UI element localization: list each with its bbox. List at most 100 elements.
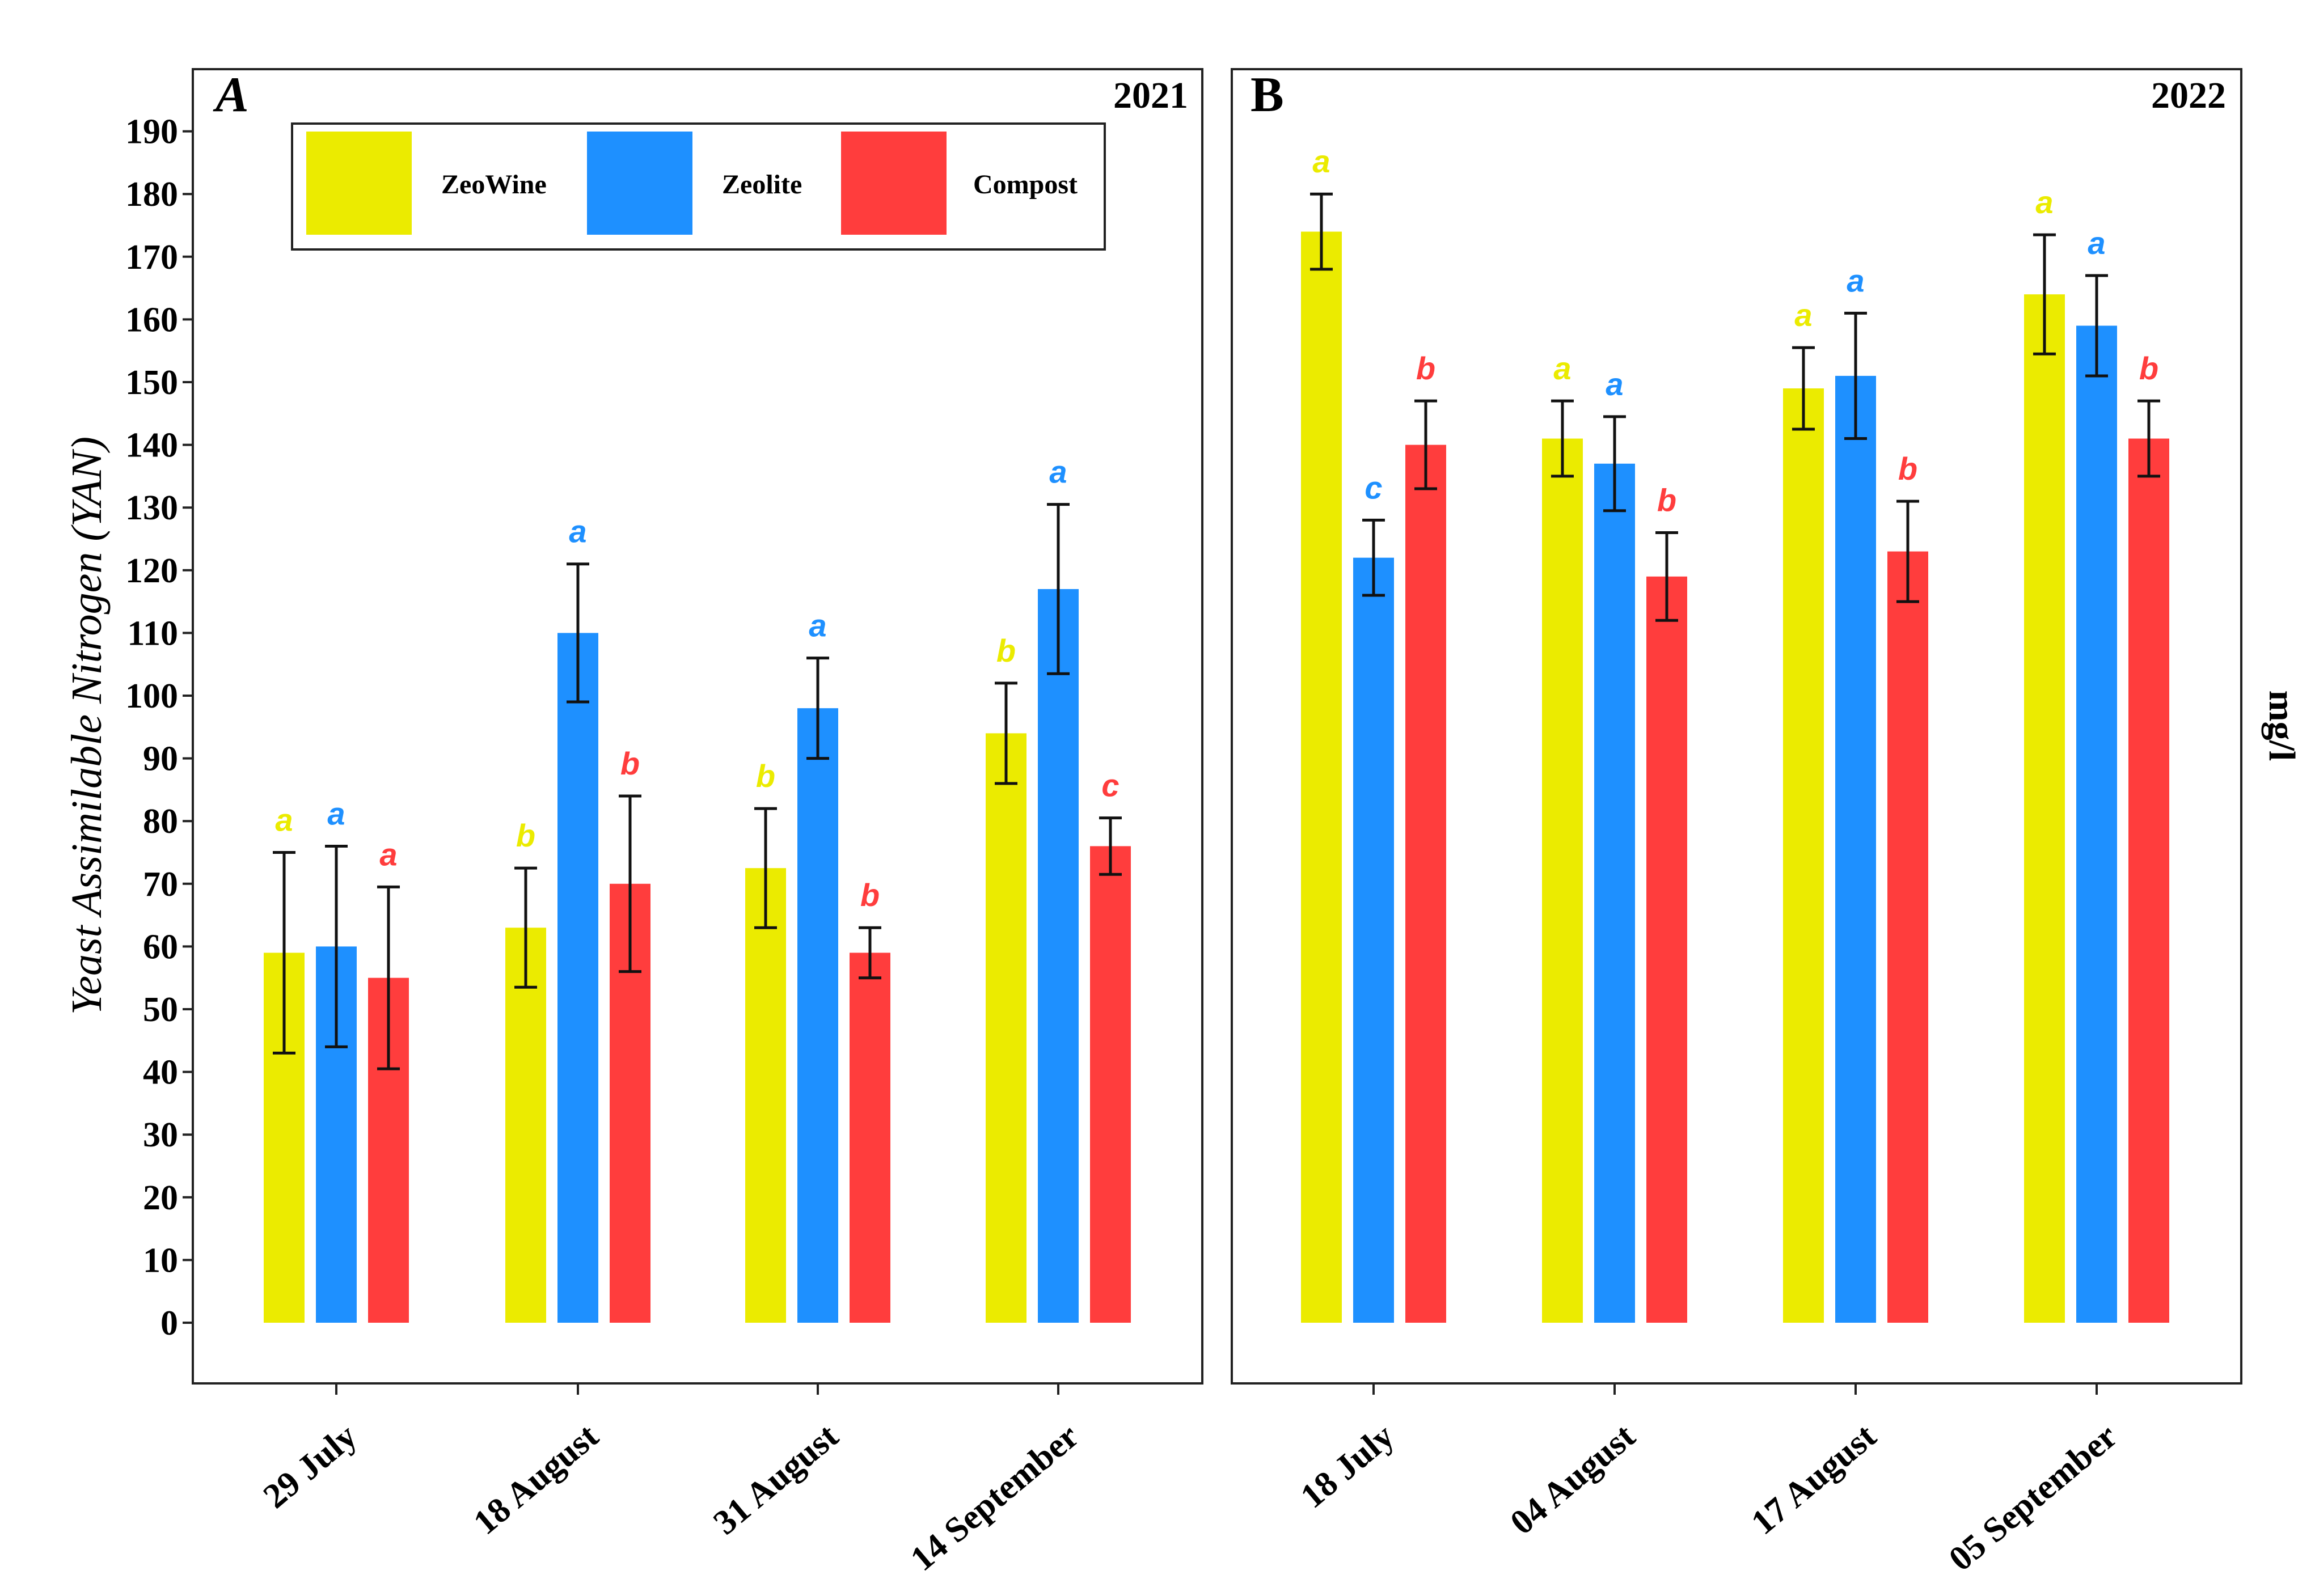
- error-bar-a-3-zeolite: [1047, 503, 1070, 675]
- bar-b-2-zeolite: [1835, 375, 1876, 1323]
- bar-b-1-zeolite: [1594, 463, 1635, 1323]
- bar-b-3-zeowine: [2024, 294, 2065, 1323]
- error-bar-a-3-zeowine: [995, 681, 1017, 785]
- significance-letter-a-0-zeowine: a: [275, 802, 293, 838]
- y-axis: 0 10 20 30 40 50 60 70 80 90 100 110 120 130 140 150 160…: [125, 113, 193, 1343]
- panel-b-label: B: [1251, 67, 1284, 122]
- significance-letter-b-0-zeolite: c: [1365, 469, 1382, 505]
- significance-letter-a-0-compost: a: [379, 836, 397, 872]
- significance-letter-b-2-compost: b: [1898, 451, 1917, 486]
- significance-letter-b-3-zeowine: a: [2035, 184, 2053, 220]
- bar-a-2-zeolite: [797, 708, 838, 1323]
- y-tick-label-80: 80: [143, 802, 178, 841]
- bar-a-1-zeolite: [557, 633, 598, 1323]
- significance-letter-b-0-compost: b: [1416, 350, 1435, 386]
- y-tick-label-20: 20: [143, 1179, 178, 1217]
- error-bar-b-2-zeowine: [1792, 346, 1815, 431]
- error-bar-b-3-zeowine: [2033, 233, 2056, 355]
- significance-letter-b-2-zeowine: a: [1794, 297, 1812, 333]
- error-bar-b-0-zeolite: [1362, 518, 1385, 597]
- y-tick-label-150: 150: [125, 363, 178, 402]
- legend-swatch-zeolite: [587, 132, 692, 235]
- panel-a-frame: [192, 68, 1203, 1385]
- panel-a-year: 2021: [1113, 75, 1188, 116]
- category-label-b-2: 17 August: [1744, 1416, 1883, 1542]
- error-bar-b-2-zeolite: [1844, 311, 1867, 441]
- error-bar-b-0-compost: [1414, 399, 1437, 490]
- error-bar-b-1-zeolite: [1603, 415, 1626, 513]
- y-tick-label-180: 180: [125, 175, 178, 214]
- y-tick-label-10: 10: [143, 1241, 178, 1280]
- y-tick-label-40: 40: [143, 1053, 178, 1092]
- bar-a-2-compost: [850, 952, 890, 1323]
- y-tick-label-160: 160: [125, 300, 178, 339]
- significance-letter-b-1-compost: b: [1657, 482, 1676, 518]
- bar-b-1-zeowine: [1542, 438, 1583, 1323]
- error-bar-a-1-compost: [619, 794, 641, 973]
- y-tick-label-50: 50: [143, 990, 178, 1029]
- significance-letter-a-0-zeolite: a: [327, 795, 345, 831]
- bar-a-3-zeolite: [1038, 589, 1079, 1323]
- panel-a-label: A: [213, 67, 249, 122]
- legend-swatch-compost: [841, 132, 947, 235]
- legend-swatch-zeowine: [306, 132, 412, 235]
- significance-letter-a-2-zeolite: a: [809, 608, 826, 644]
- bar-b-1-compost: [1646, 576, 1687, 1323]
- y-tick-label-130: 130: [125, 489, 178, 527]
- significance-letter-a-3-zeolite: a: [1049, 454, 1067, 490]
- y-tick-label-30: 30: [143, 1116, 178, 1154]
- y-tick-label-60: 60: [143, 928, 178, 966]
- significance-letter-a-2-zeowine: b: [756, 758, 775, 794]
- legend-label-zeowine: ZeoWine: [441, 170, 547, 200]
- category-label-b-3: 05 September: [1942, 1417, 2124, 1579]
- bar-a-3-zeowine: [986, 733, 1026, 1323]
- significance-letter-b-3-zeolite: a: [2088, 225, 2105, 261]
- error-bar-a-1-zeowine: [514, 866, 537, 989]
- y-tick-label-190: 190: [125, 113, 178, 151]
- significance-letter-a-3-zeowine: b: [996, 633, 1016, 668]
- y-axis-title: Yeast Assimilable Nitrogen (YAN): [63, 437, 111, 1015]
- significance-letter-a-2-compost: b: [860, 877, 880, 913]
- error-bar-a-3-compost: [1099, 816, 1122, 876]
- error-bar-b-3-compost: [2137, 399, 2160, 478]
- y-tick-label-170: 170: [125, 238, 178, 277]
- y-tick-label-140: 140: [125, 426, 178, 465]
- panel-b-year: 2022: [2151, 75, 2226, 116]
- legend-frame: [291, 122, 1106, 251]
- category-label-b-1: 04 August: [1503, 1416, 1642, 1542]
- legend: ZeoWine Zeolite Compost: [291, 122, 1106, 251]
- y-tick-label-70: 70: [143, 865, 178, 904]
- error-bar-a-0-zeolite: [325, 844, 348, 1048]
- legend-label-compost: Compost: [973, 170, 1078, 200]
- significance-letter-a-1-compost: b: [620, 746, 640, 781]
- significance-letter-b-2-zeolite: a: [1847, 263, 1864, 298]
- category-label-b-0: 18 July: [1294, 1417, 1401, 1516]
- legend-label-zeolite: Zeolite: [722, 170, 802, 200]
- bar-b-2-zeowine: [1783, 388, 1824, 1323]
- bar-a-1-zeowine: [505, 928, 546, 1323]
- bar-a-2-zeowine: [745, 868, 786, 1323]
- category-label-a-1: 18 August: [466, 1416, 606, 1542]
- error-bar-a-2-zeowine: [754, 807, 777, 929]
- significance-letter-a-3-compost: c: [1101, 768, 1119, 803]
- y-tick-label-90: 90: [143, 740, 178, 778]
- bar-b-0-zeolite: [1353, 557, 1394, 1323]
- category-label-a-3: 14 September: [903, 1417, 1086, 1579]
- significance-letter-b-1-zeolite: a: [1606, 366, 1623, 402]
- error-bar-a-1-zeolite: [567, 562, 589, 704]
- y-tick-label-0: 0: [160, 1304, 178, 1343]
- y-tick-label-110: 110: [127, 614, 178, 653]
- bar-b-0-compost: [1405, 444, 1446, 1323]
- error-bar-b-3-zeolite: [2085, 274, 2108, 378]
- y-tick-label-100: 100: [125, 677, 178, 716]
- bar-b-3-zeolite: [2076, 325, 2117, 1323]
- significance-letter-b-0-zeowine: a: [1312, 143, 1330, 179]
- unit-label: mg/l: [2261, 691, 2303, 761]
- significance-letter-b-3-compost: b: [2139, 350, 2158, 386]
- error-bar-a-0-zeowine: [273, 851, 295, 1055]
- bar-b-2-compost: [1887, 551, 1928, 1323]
- panel-b-frame: [1231, 68, 2242, 1385]
